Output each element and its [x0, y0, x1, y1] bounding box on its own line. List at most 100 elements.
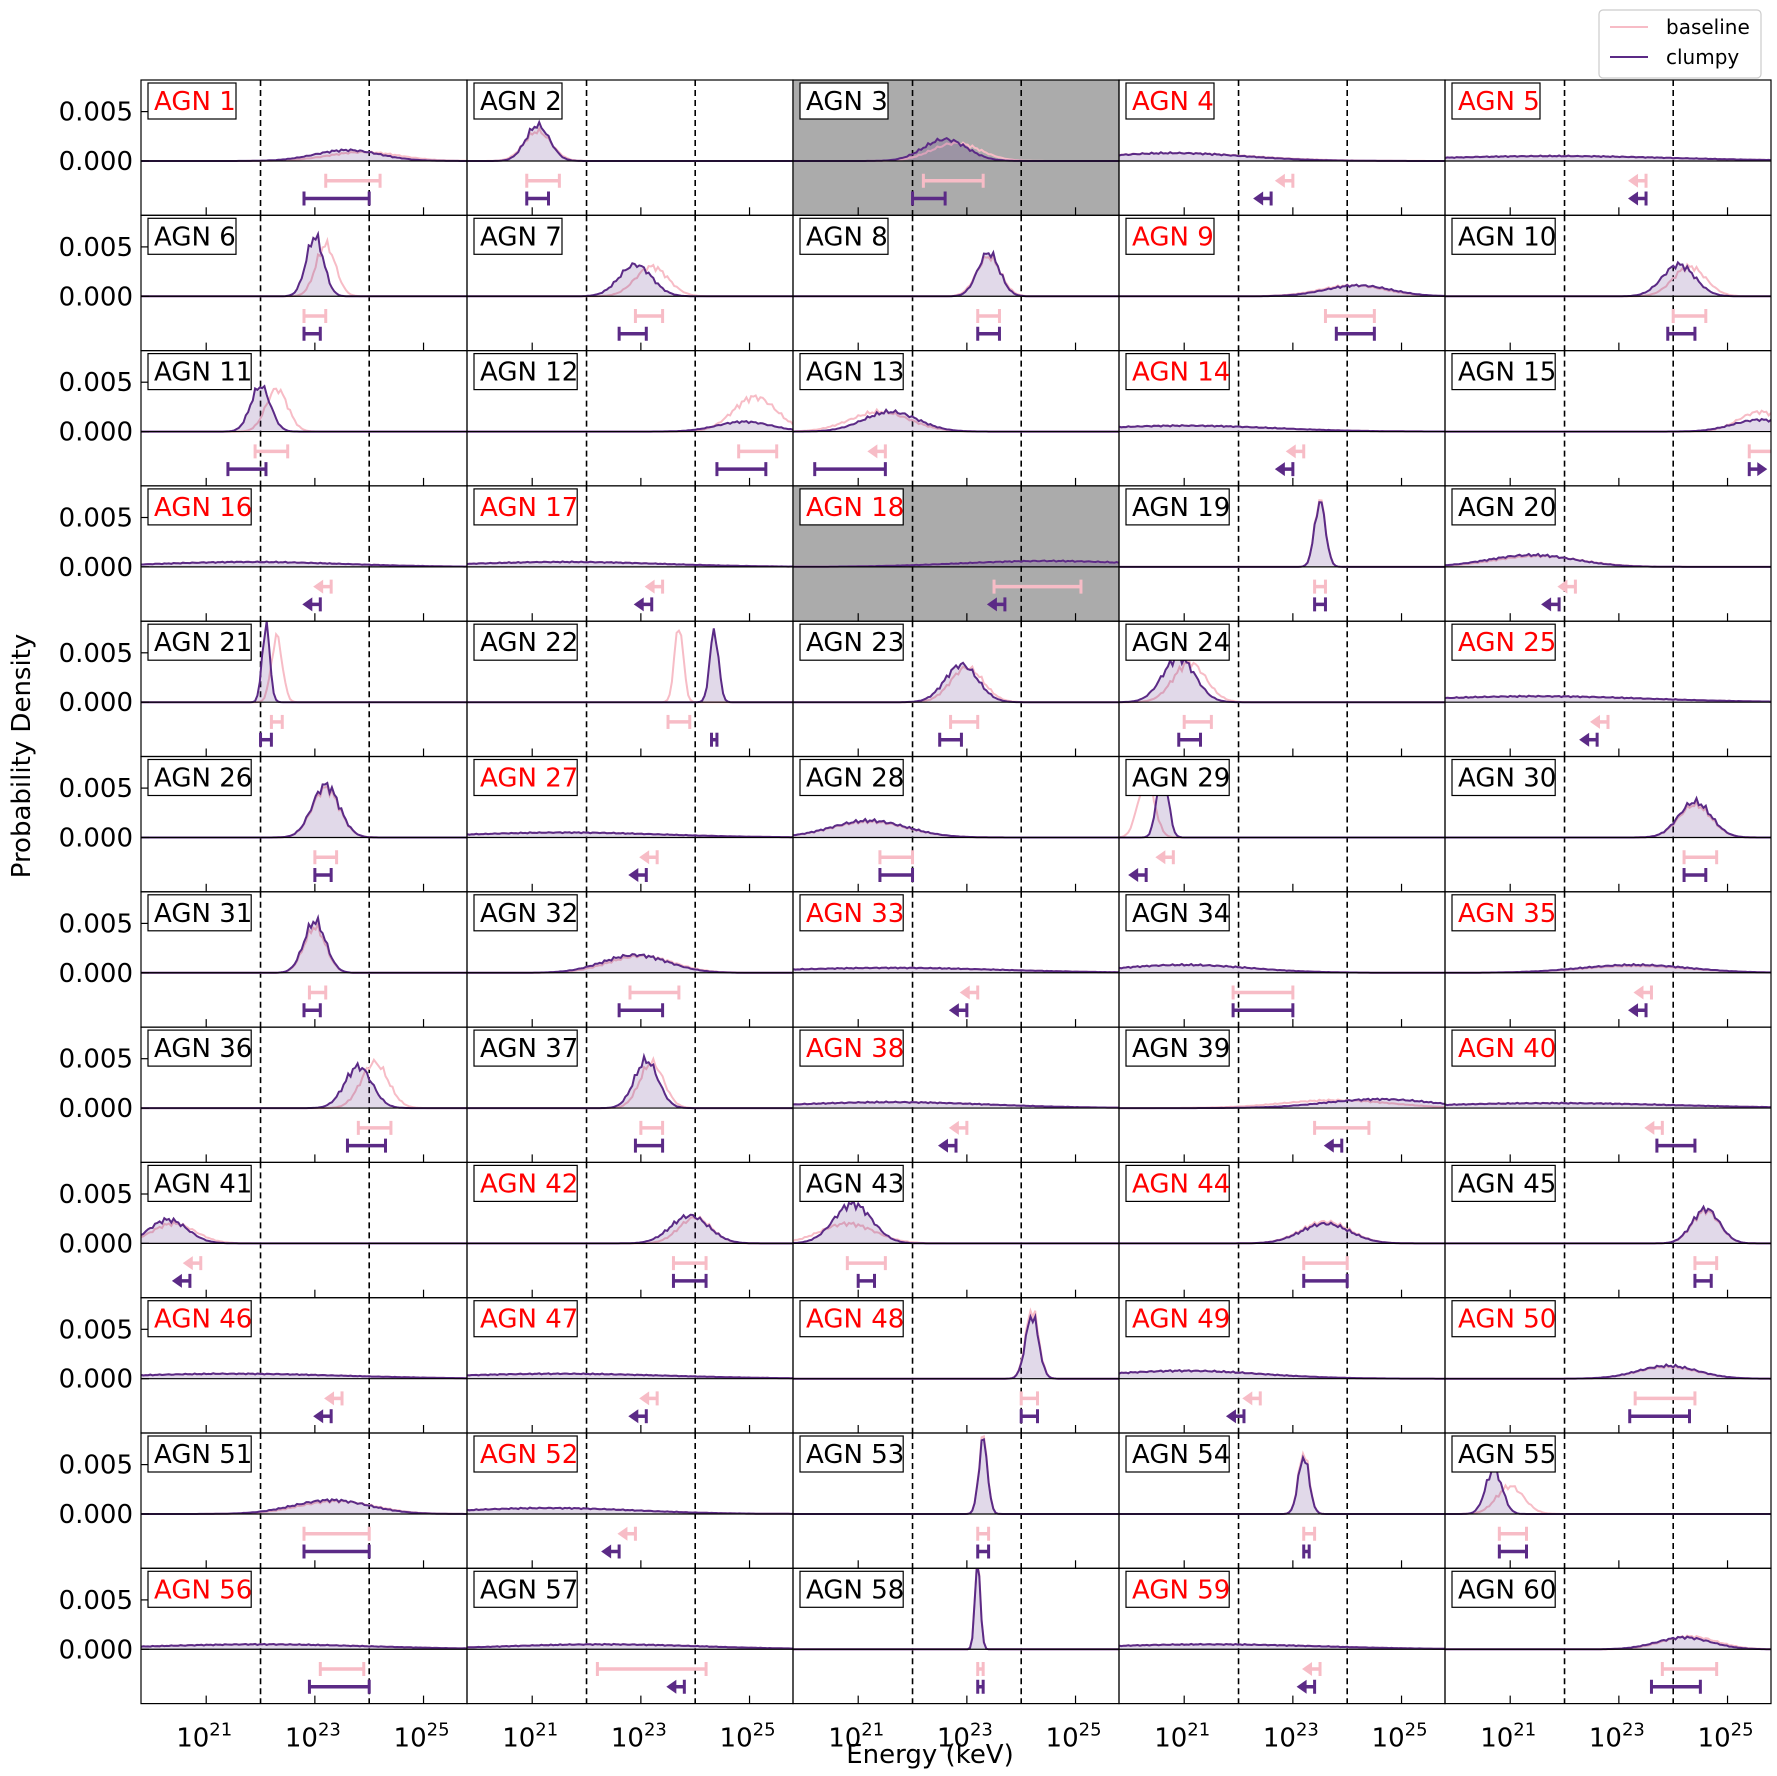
clumpy-curve-fill — [1445, 1102, 1771, 1109]
panel-title-box — [1125, 82, 1215, 120]
clumpy-curve — [467, 1642, 793, 1650]
x-axis-label: Energy (keV) — [846, 1740, 1014, 1770]
panel-title: AGN 50 — [1451, 1300, 1556, 1338]
panel-agn-30: AGN 30 — [1444, 755, 1772, 893]
panel-agn-22: AGN 22 — [466, 620, 794, 758]
clumpy-interval-arrowhead — [1579, 732, 1590, 747]
baseline-interval-arrowhead — [1302, 1662, 1313, 1677]
panel-agn-26: AGN 26 — [140, 755, 468, 893]
clumpy-interval-arrowhead — [1253, 191, 1264, 206]
panel-agn-21: AGN 21 — [140, 620, 468, 758]
clumpy-curve — [793, 966, 1119, 974]
panel-agn-42: AGN 42 — [466, 1161, 794, 1299]
baseline-interval-arrowhead — [1285, 444, 1296, 459]
baseline-curve — [141, 387, 467, 433]
panel-title-box — [799, 1164, 904, 1203]
baseline-interval-arrowhead — [959, 985, 970, 1000]
panel-agn-57: AGN 57 — [466, 1567, 794, 1705]
clumpy-curve — [1445, 1101, 1771, 1109]
panel-agn-7: AGN 7 — [466, 214, 794, 352]
panel-agn-5: AGN 5 — [1444, 79, 1772, 216]
x-tick-label: 1025 — [394, 1720, 450, 1754]
clumpy-curve — [793, 1100, 1119, 1109]
clumpy-curve — [467, 1213, 793, 1245]
clumpy-curve-fill — [467, 122, 793, 161]
panel-title: AGN 47 — [473, 1300, 578, 1338]
panel-agn-14: AGN 14 — [1118, 350, 1446, 487]
baseline-curve — [141, 1057, 467, 1110]
panel-title: AGN 33 — [799, 894, 904, 932]
panel-title: AGN 18 — [799, 488, 904, 526]
clumpy-curve-fill — [467, 1056, 793, 1109]
baseline-interval-arrowhead — [639, 1391, 650, 1406]
panel-agn-39: AGN 39 — [1118, 1026, 1446, 1163]
clumpy-curve-fill — [793, 819, 1119, 838]
panel-title: AGN 55 — [1451, 1435, 1556, 1473]
y-tick-label: 0.005 — [59, 1315, 133, 1345]
baseline-curve — [793, 253, 1119, 298]
baseline-interval-arrowhead — [639, 850, 650, 865]
y-tick-label: 0.000 — [59, 553, 133, 583]
y-tick-label: 0.005 — [59, 233, 133, 263]
clumpy-interval-arrowhead — [171, 1273, 182, 1288]
baseline-interval-arrowhead — [313, 579, 324, 594]
panel-title: AGN 5 — [1451, 82, 1541, 120]
y-tick-label: 0.005 — [59, 774, 133, 804]
panel-agn-25: AGN 25 — [1444, 620, 1772, 758]
panel-agn-10: AGN 10 — [1444, 214, 1772, 352]
panel-title-box — [799, 623, 904, 661]
panel-title-text: AGN 4 — [1132, 87, 1214, 117]
panel-agn-15: AGN 15 — [1444, 350, 1772, 487]
clumpy-curve-fill — [1445, 1636, 1771, 1650]
clumpy-interval-arrowhead — [313, 1409, 324, 1424]
panel-agn-18: AGN 18 — [792, 485, 1120, 622]
y-tick-label: 0.000 — [59, 1094, 133, 1124]
panel-agn-52: AGN 52 — [466, 1432, 794, 1569]
clumpy-curve — [793, 249, 1119, 298]
y-tick-label: 0.005 — [59, 909, 133, 939]
panel-title-text: AGN 28 — [806, 764, 904, 794]
panel-grid: AGN 1 AGN 2 AGN 3 AGN 4 AGN 5 AGN 6 AGN 7 AGN 8… — [140, 79, 1772, 1705]
clumpy-interval-arrowhead — [628, 868, 639, 883]
baseline-interval-arrowhead — [1155, 850, 1166, 865]
panel-title-text: AGN 5 — [1458, 87, 1540, 117]
panel-agn-56: AGN 56 — [140, 1567, 468, 1705]
clumpy-curve-fill — [793, 252, 1119, 297]
legend-baseline-label: baseline — [1666, 15, 1750, 39]
panel-title-box — [473, 1300, 578, 1338]
panel-agn-12: AGN 12 — [466, 350, 794, 487]
panel-title: AGN 30 — [1451, 758, 1556, 797]
x-tick-label: 1023 — [1263, 1720, 1319, 1754]
y-tick-label: 0.005 — [59, 1045, 133, 1075]
panel-title-box — [473, 1029, 578, 1067]
baseline-interval-arrowhead — [617, 1526, 628, 1541]
panel-title-box — [1125, 488, 1230, 526]
panel-title: AGN 19 — [1125, 488, 1230, 526]
panel-title-box — [147, 758, 252, 797]
panel-title-text: AGN 50 — [1458, 1305, 1556, 1335]
y-tick-label: 0.000 — [59, 282, 133, 312]
panel-title-box — [1125, 623, 1230, 661]
baseline-interval-arrowhead — [948, 1120, 959, 1135]
panel-title-box — [147, 1029, 252, 1067]
panel-title-text: AGN 18 — [806, 493, 904, 523]
panel-title-text: AGN 47 — [480, 1305, 578, 1335]
clumpy-curve-fill — [1119, 284, 1445, 297]
clumpy-curve-fill — [1119, 964, 1445, 973]
clumpy-curve — [141, 1061, 467, 1110]
panel-title-box — [799, 1300, 904, 1338]
panel-title-text: AGN 45 — [1458, 1169, 1556, 1199]
panel-title-box — [799, 1029, 904, 1067]
panel-title-text: AGN 54 — [1132, 1440, 1230, 1470]
panel-agn-35: AGN 35 — [1444, 891, 1772, 1028]
clumpy-curve-fill — [793, 1316, 1119, 1379]
clumpy-interval-arrowhead — [666, 1679, 677, 1694]
panel-title: AGN 25 — [1451, 623, 1556, 661]
panel-title-text: AGN 46 — [154, 1305, 252, 1335]
x-tick-label: 1023 — [285, 1720, 341, 1754]
panel-title-text: AGN 55 — [1458, 1440, 1556, 1470]
panel-title: AGN 23 — [799, 623, 904, 661]
panel-agn-20: AGN 20 — [1444, 485, 1772, 622]
panel-title-text: AGN 43 — [806, 1169, 904, 1199]
clumpy-curve-fill — [1445, 964, 1771, 973]
